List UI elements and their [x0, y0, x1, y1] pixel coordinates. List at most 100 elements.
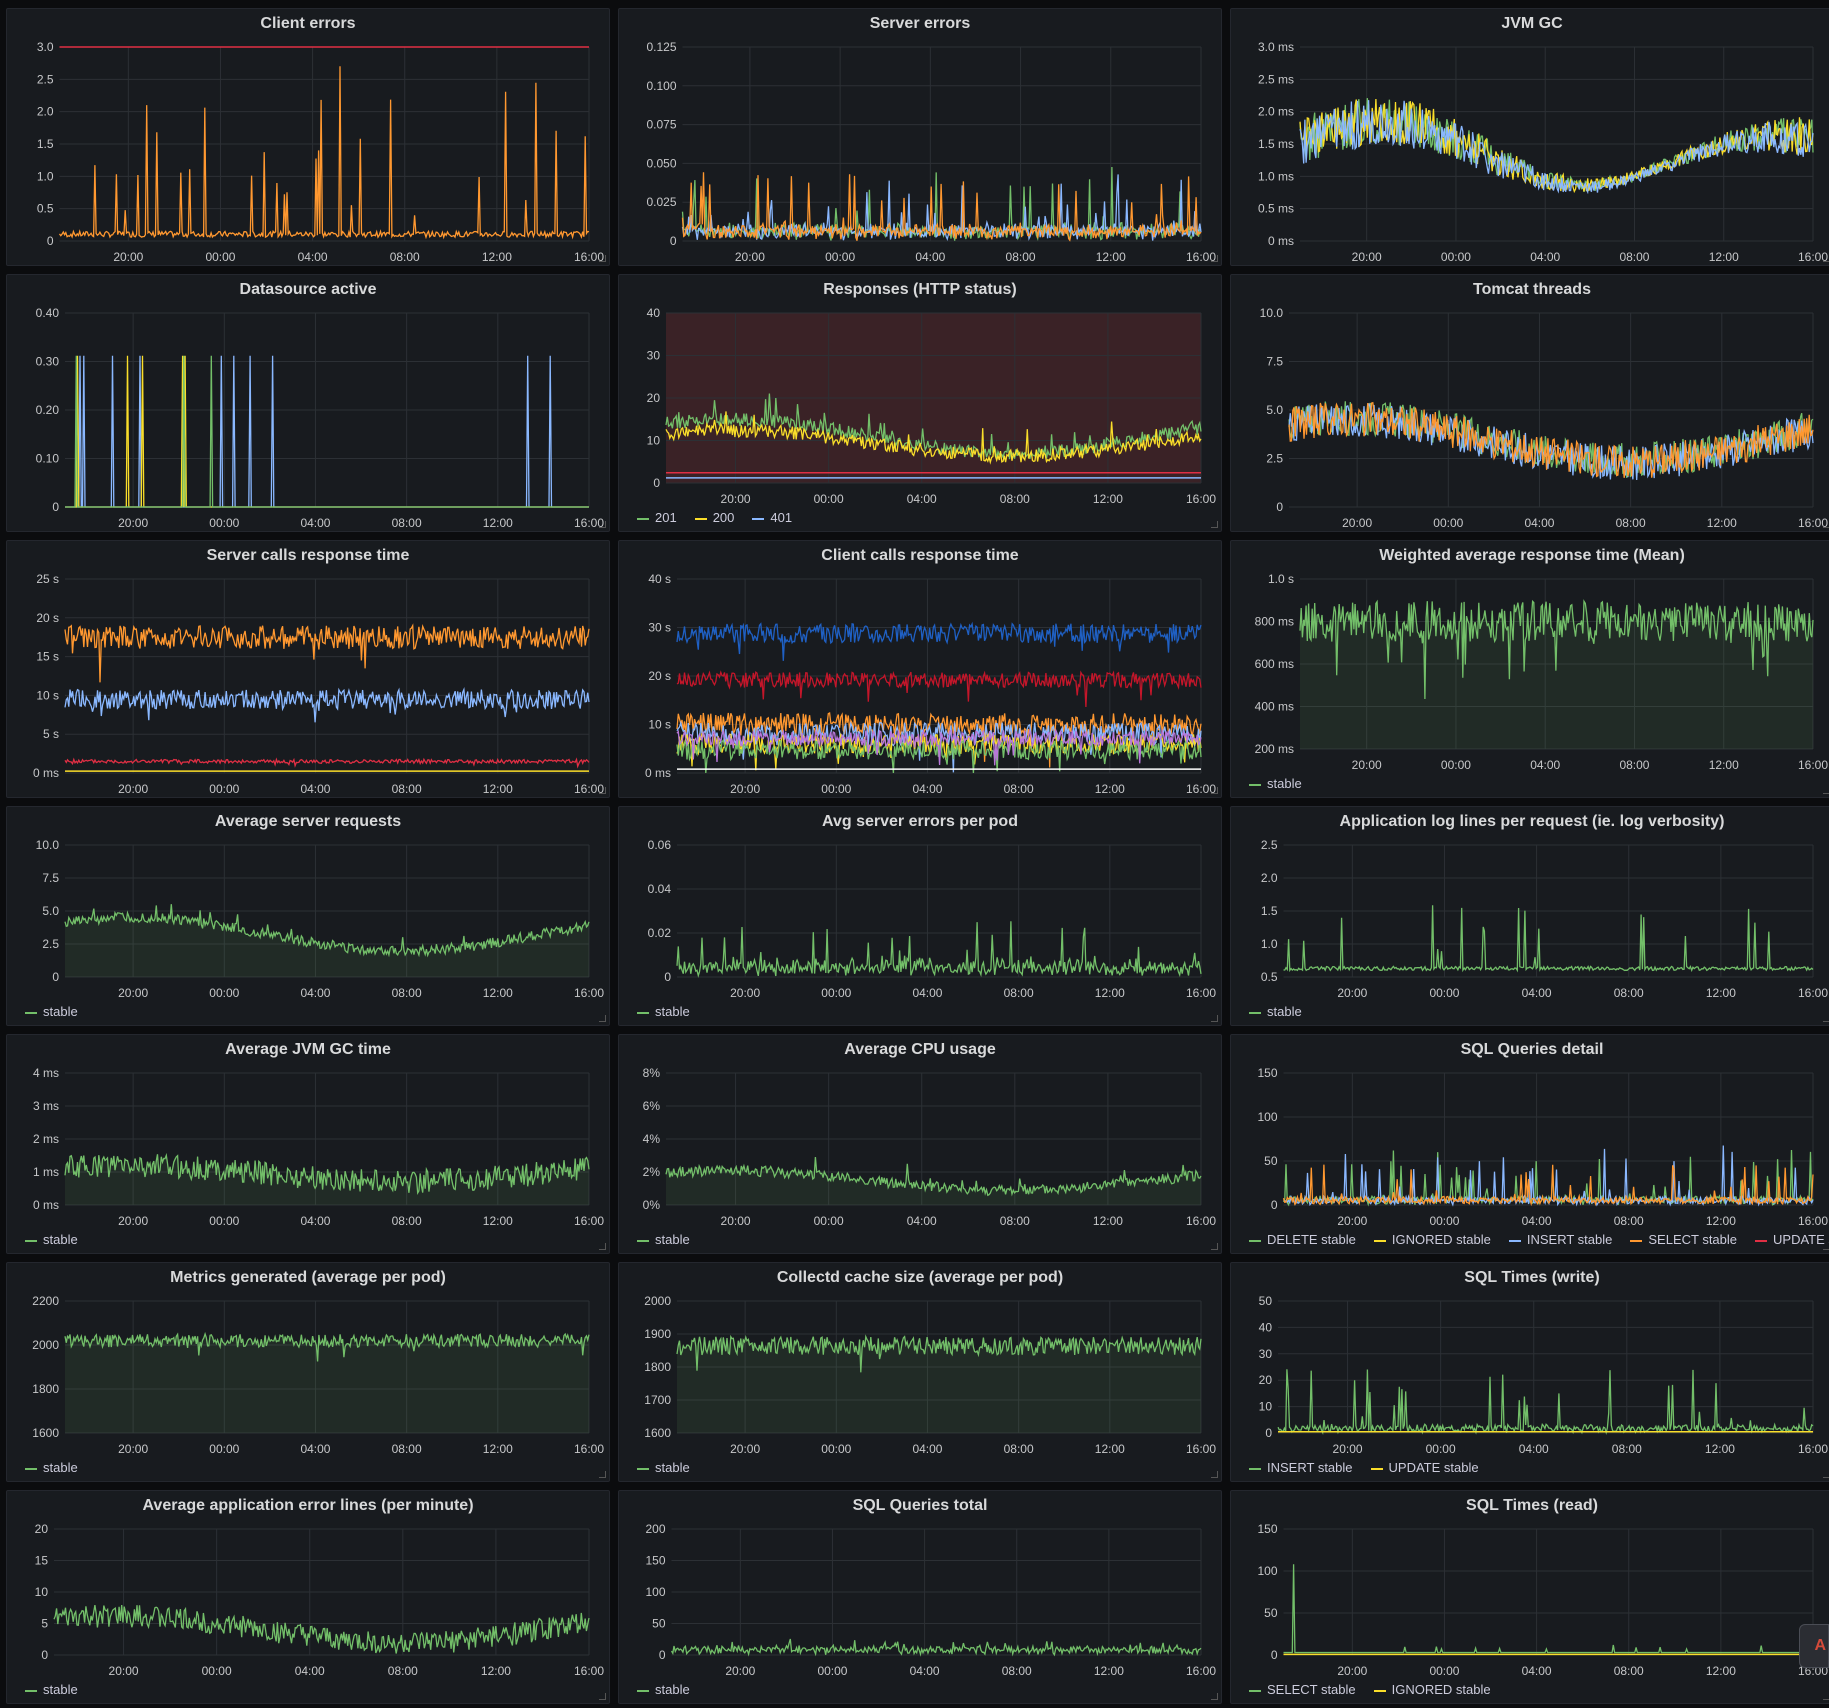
resize-handle[interactable] — [1823, 1693, 1829, 1700]
resize-handle[interactable] — [1823, 521, 1829, 528]
panel-average-server-requests[interactable]: Average server requests 10.0 7.5 5.0 2.5 0 20:… — [6, 806, 610, 1026]
chart-area[interactable]: 200 150 100 50 0 20:00 00:00 04:00 08:00 12:00 16:… — [619, 1491, 1222, 1704]
legend-item[interactable]: stable — [637, 1004, 690, 1019]
chart-area[interactable]: 3.0 ms 2.5 ms 2.0 ms 1.5 ms 1.0 ms 0.5 ms 0 ms… — [1231, 9, 1829, 266]
chart-area[interactable]: 4 ms 3 ms 2 ms 1 ms 0 ms 20:00 00:00 04:00 08:00… — [7, 1035, 610, 1254]
chart-area[interactable]: 10.0 7.5 5.0 2.5 0 20:00 00:00 04:00 08:00 12:00 1… — [1231, 275, 1829, 532]
panel-average-jvm-gc-time[interactable]: Average JVM GC time 4 ms 3 ms 2 ms 1 ms 0 ms 2… — [6, 1034, 610, 1254]
panel-average-cpu-usage[interactable]: Average CPU usage 8% 6% 4% 2% 0% 20:00 00:00 04:… — [618, 1034, 1222, 1254]
panel-title[interactable]: Server errors — [869, 15, 971, 32]
resize-handle[interactable] — [599, 255, 606, 262]
panel-tomcat-threads[interactable]: Tomcat threads 10.0 7.5 5.0 2.5 0 20:00 00:00 04… — [1230, 274, 1829, 532]
panel-title[interactable]: Server calls response time — [206, 547, 410, 564]
panel-responses[interactable]: Responses (HTTP status) 40 30 20 10 0 20:00 00:… — [618, 274, 1222, 532]
resize-handle[interactable] — [1211, 1243, 1218, 1250]
panel-title[interactable]: SQL Times (read) — [1466, 1497, 1598, 1514]
resize-handle[interactable] — [599, 1015, 606, 1022]
resize-handle[interactable] — [1823, 1243, 1829, 1250]
panel-title[interactable]: SQL Queries total — [852, 1497, 988, 1514]
chart-area[interactable]: 1.0 s 800 ms 600 ms 400 ms 200 ms 20:00 00:00 0… — [1231, 541, 1829, 798]
legend-item[interactable]: stable — [25, 1682, 78, 1697]
legend-item[interactable]: 401 — [752, 510, 792, 525]
panel-title[interactable]: Responses (HTTP status) — [823, 281, 1017, 298]
corner-badge[interactable]: A — [1799, 1624, 1829, 1668]
chart-area[interactable]: 0.40 0.30 0.20 0.10 0 20:00 00:00 04:00 08:00 12:… — [7, 275, 610, 532]
panel-sql-times-read[interactable]: SQL Times (read) 150 100 50 0 20:00 00:00 04:00… — [1230, 1490, 1829, 1704]
legend-item[interactable]: stable — [1249, 776, 1302, 791]
resize-handle[interactable] — [1211, 1471, 1218, 1478]
resize-handle[interactable] — [599, 1243, 606, 1250]
panel-title[interactable]: Weighted average response time (Mean) — [1379, 547, 1685, 564]
resize-handle[interactable] — [599, 1471, 606, 1478]
resize-handle[interactable] — [599, 787, 606, 794]
panel-sql-queries-total[interactable]: SQL Queries total 200 150 100 50 0 20:00 00:00 0… — [618, 1490, 1222, 1704]
panel-datasource-active[interactable]: Datasource active 0.40 0.30 0.20 0.10 0 20:00 0… — [6, 274, 610, 532]
legend-item[interactable]: UPDATE stable — [1755, 1232, 1829, 1247]
chart-area[interactable]: 0.125 0.100 0.075 0.050 0.025 0 20:00 00:00 04:0… — [619, 9, 1222, 266]
legend-item[interactable]: stable — [1249, 1004, 1302, 1019]
panel-server-calls-response-time[interactable]: Server calls response time 25 s 20 s 15 s 10… — [6, 540, 610, 798]
panel-title[interactable]: Average server requests — [214, 813, 402, 830]
chart-area[interactable]: 0.06 0.04 0.02 0 20:00 00:00 04:00 08:00 12:00 16… — [619, 807, 1222, 1026]
panel-title[interactable]: Client errors — [260, 15, 356, 32]
panel-application-log-lines[interactable]: Application log lines per request (ie. l… — [1230, 806, 1829, 1026]
resize-handle[interactable] — [1211, 521, 1218, 528]
chart-area[interactable]: 40 s 30 s 20 s 10 s 0 ms 20:00 00:00 04:00 08:00… — [619, 541, 1222, 798]
panel-title[interactable]: Client calls response time — [821, 547, 1019, 564]
panel-title[interactable]: Collectd cache size (average per pod) — [776, 1269, 1064, 1286]
chart-area[interactable]: 20 15 10 5 0 20:00 00:00 04:00 08:00 12:00 16:00 — [7, 1491, 610, 1704]
resize-handle[interactable] — [1211, 787, 1218, 794]
resize-handle[interactable] — [599, 1693, 606, 1700]
resize-handle[interactable] — [1211, 1693, 1218, 1700]
legend-item[interactable]: stable — [25, 1460, 78, 1475]
legend-item[interactable]: 201 — [637, 510, 677, 525]
legend-item[interactable]: stable — [25, 1232, 78, 1247]
legend-item[interactable]: stable — [637, 1232, 690, 1247]
panel-sql-times-write[interactable]: SQL Times (write) 50 40 30 20 10 0 20:00 00:00 04… — [1230, 1262, 1829, 1482]
panel-metrics-generated[interactable]: Metrics generated (average per pod) 2200 2… — [6, 1262, 610, 1482]
legend-item[interactable]: stable — [637, 1460, 690, 1475]
legend-item[interactable]: INSERT stable — [1249, 1460, 1353, 1475]
chart-area[interactable]: 2.5 2.0 1.5 1.0 0.5 20:00 00:00 04:00 08:00 12:00… — [1231, 807, 1829, 1026]
panel-title[interactable]: SQL Queries detail — [1460, 1041, 1604, 1058]
chart-area[interactable]: 40 30 20 10 0 20:00 00:00 04:00 08:00 12:00 16:00 — [619, 275, 1222, 532]
resize-handle[interactable] — [1211, 255, 1218, 262]
panel-server-errors[interactable]: Server errors 0.125 0.100 0.075 0.050 0.025 0 2… — [618, 8, 1222, 266]
legend-item[interactable]: stable — [25, 1004, 78, 1019]
legend-item[interactable]: 200 — [694, 510, 734, 525]
resize-handle[interactable] — [1823, 1015, 1829, 1022]
resize-handle[interactable] — [599, 521, 606, 528]
panel-title[interactable]: SQL Times (write) — [1464, 1269, 1600, 1286]
chart-area[interactable]: 2200 2000 1800 1600 20:00 00:00 04:00 08:00 12:0… — [7, 1263, 610, 1482]
panel-title[interactable]: Metrics generated (average per pod) — [170, 1269, 446, 1286]
panel-title[interactable]: Datasource active — [239, 281, 377, 298]
legend-item[interactable]: IGNORED stable — [1373, 1682, 1491, 1697]
panel-average-application-error-lines[interactable]: Average application error lines (per min… — [6, 1490, 610, 1704]
resize-handle[interactable] — [1823, 787, 1829, 794]
legend-item[interactable]: UPDATE stable — [1370, 1460, 1479, 1475]
panel-title[interactable]: Avg server errors per pod — [822, 813, 1018, 830]
legend-item[interactable]: stable — [637, 1682, 690, 1697]
chart-area[interactable]: 10.0 7.5 5.0 2.5 0 20:00 00:00 04:00 08:00 12:00 1… — [7, 807, 610, 1026]
legend-item[interactable]: IGNORED stable — [1373, 1232, 1491, 1247]
chart-area[interactable]: 8% 6% 4% 2% 0% 20:00 00:00 04:00 08:00 12:00 16:00 — [619, 1035, 1222, 1254]
chart-area[interactable]: 50 40 30 20 10 0 20:00 00:00 04:00 08:00 12:00 16:0… — [1231, 1263, 1829, 1482]
panel-title[interactable]: Application log lines per request (ie. l… — [1339, 813, 1725, 830]
panel-title[interactable]: JVM GC — [1501, 15, 1563, 32]
resize-handle[interactable] — [1823, 255, 1829, 262]
panel-client-calls-response-time[interactable]: Client calls response time 40 s 30 s 20 s 10… — [618, 540, 1222, 798]
panel-title[interactable]: Tomcat threads — [1473, 281, 1591, 298]
chart-area[interactable]: 2000 1900 1800 1700 1600 20:00 00:00 04:00 08:00… — [619, 1263, 1222, 1482]
resize-handle[interactable] — [1211, 1015, 1218, 1022]
legend-item[interactable]: INSERT stable — [1508, 1232, 1612, 1247]
chart-area[interactable]: 3.0 2.5 2.0 1.5 1.0 0.5 0 20:00 00:00 04:00 08:00 1… — [7, 9, 610, 266]
legend-item[interactable]: DELETE stable — [1249, 1232, 1356, 1247]
panel-jvm-gc[interactable]: JVM GC 3.0 ms 2.5 ms 2.0 ms 1.5 ms 1.0 ms 0.5 … — [1230, 8, 1829, 266]
panel-title[interactable]: Average CPU usage — [844, 1041, 996, 1058]
panel-title[interactable]: Average JVM GC time — [225, 1041, 391, 1058]
panel-title[interactable]: Average application error lines (per min… — [142, 1497, 474, 1514]
panel-avg-server-errors-per-pod[interactable]: Avg server errors per pod 0.06 0.04 0.02 0 20… — [618, 806, 1222, 1026]
legend-item[interactable]: SELECT stable — [1249, 1682, 1356, 1697]
